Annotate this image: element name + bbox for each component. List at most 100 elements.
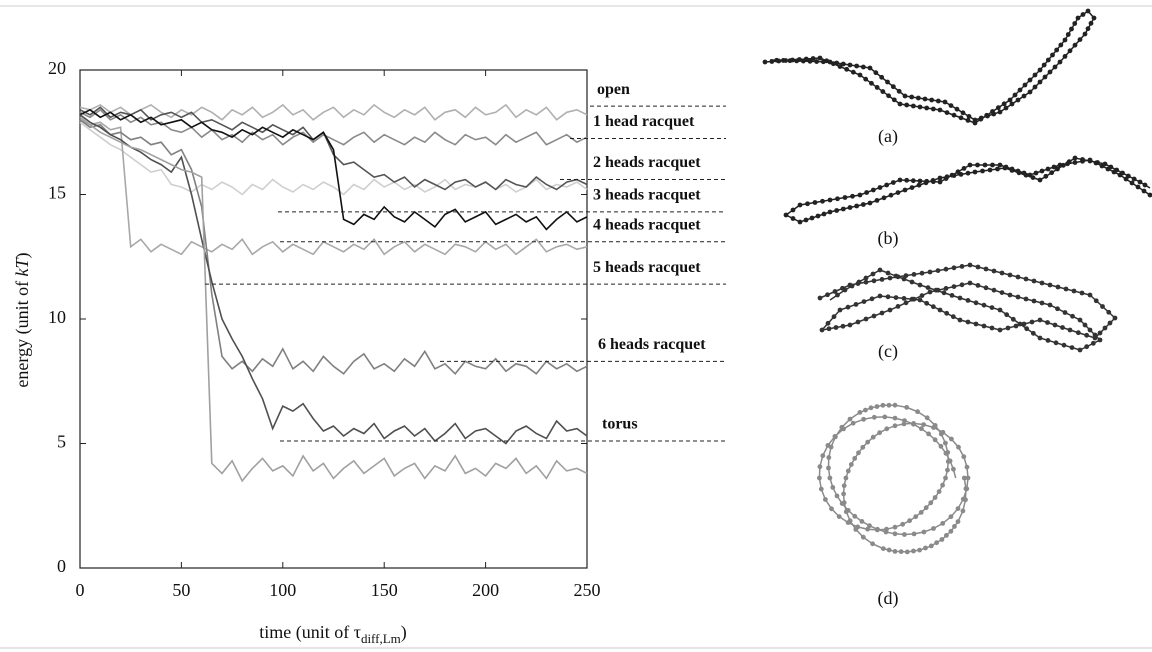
y-tick-label: 5 bbox=[57, 432, 66, 452]
bead bbox=[1001, 101, 1007, 107]
series-line bbox=[79, 119, 588, 256]
bead bbox=[843, 475, 849, 481]
bead bbox=[836, 514, 842, 519]
panel-label: (c) bbox=[878, 341, 898, 362]
bead bbox=[1023, 296, 1029, 302]
bead bbox=[1077, 317, 1083, 323]
bead bbox=[958, 172, 964, 177]
x-tick-label: 0 bbox=[76, 580, 85, 600]
bead bbox=[1147, 192, 1152, 198]
bead bbox=[955, 506, 961, 511]
bead bbox=[937, 175, 943, 181]
bead bbox=[903, 300, 909, 306]
bead bbox=[1037, 317, 1043, 323]
bead bbox=[1079, 290, 1085, 296]
bead bbox=[924, 105, 930, 111]
bead bbox=[1092, 332, 1098, 338]
bead bbox=[847, 205, 853, 210]
bead bbox=[1112, 315, 1118, 321]
bead bbox=[1137, 179, 1143, 185]
bead bbox=[847, 322, 853, 328]
bead bbox=[870, 434, 876, 440]
bead bbox=[1015, 97, 1021, 103]
bead bbox=[1084, 332, 1090, 338]
bead bbox=[932, 495, 938, 500]
bead bbox=[1023, 172, 1029, 178]
bead bbox=[891, 97, 897, 103]
bead bbox=[864, 190, 870, 195]
bead bbox=[1108, 164, 1114, 170]
y-tick-label: 20 bbox=[48, 58, 66, 78]
bead bbox=[1037, 79, 1043, 85]
bead bbox=[943, 450, 949, 456]
bead bbox=[917, 178, 923, 184]
bead bbox=[834, 493, 840, 499]
bead bbox=[1007, 97, 1013, 103]
level-label: open bbox=[597, 81, 630, 98]
series-line bbox=[79, 108, 588, 146]
bead bbox=[1030, 175, 1036, 181]
bead bbox=[826, 326, 832, 332]
bead bbox=[865, 526, 870, 532]
bead bbox=[818, 486, 824, 492]
bead bbox=[892, 524, 898, 530]
bead bbox=[805, 201, 810, 207]
bead bbox=[895, 190, 901, 196]
bead bbox=[1030, 330, 1036, 336]
bead bbox=[1135, 184, 1141, 190]
bead bbox=[1050, 52, 1055, 58]
bead bbox=[951, 112, 957, 118]
bead bbox=[951, 173, 957, 179]
bead bbox=[902, 187, 908, 193]
bead bbox=[884, 526, 889, 532]
bead bbox=[787, 58, 793, 64]
plot-frame bbox=[79, 69, 588, 569]
series-line bbox=[79, 121, 588, 196]
bead bbox=[904, 549, 910, 555]
bead bbox=[975, 264, 981, 270]
bead bbox=[885, 79, 890, 85]
bead bbox=[916, 182, 922, 188]
bead bbox=[1045, 320, 1050, 325]
bead bbox=[882, 414, 888, 420]
bead bbox=[774, 57, 780, 63]
bead bbox=[997, 162, 1003, 168]
bead bbox=[911, 548, 916, 554]
bead bbox=[1039, 168, 1045, 174]
bead bbox=[911, 272, 917, 277]
bead bbox=[879, 277, 885, 282]
bead bbox=[870, 271, 876, 277]
y-axis-label: energy (unit of kT) bbox=[12, 252, 33, 387]
bead bbox=[910, 178, 916, 184]
bead bbox=[890, 180, 896, 185]
bead bbox=[1047, 302, 1053, 308]
bead bbox=[938, 443, 944, 449]
bead bbox=[1027, 77, 1033, 83]
bead bbox=[850, 69, 856, 75]
bead bbox=[960, 110, 966, 116]
level-label: 6 heads racquet bbox=[598, 336, 706, 353]
bead bbox=[871, 278, 877, 284]
bead bbox=[892, 531, 898, 537]
bead bbox=[927, 269, 933, 275]
bead bbox=[812, 200, 818, 205]
bead bbox=[1102, 161, 1108, 167]
bead bbox=[1082, 31, 1088, 37]
bead bbox=[886, 402, 892, 408]
bead bbox=[1062, 310, 1068, 315]
bead bbox=[1052, 64, 1058, 70]
bead bbox=[959, 264, 965, 269]
bead bbox=[904, 177, 910, 183]
bead bbox=[973, 300, 979, 306]
bead bbox=[995, 166, 1000, 172]
bead bbox=[840, 61, 846, 67]
bead bbox=[1087, 158, 1093, 164]
bead bbox=[944, 310, 950, 316]
bead bbox=[915, 95, 921, 101]
bead bbox=[825, 320, 831, 326]
bead bbox=[852, 513, 858, 519]
bead bbox=[1077, 37, 1083, 42]
bead bbox=[1061, 342, 1067, 348]
bead bbox=[863, 76, 869, 82]
